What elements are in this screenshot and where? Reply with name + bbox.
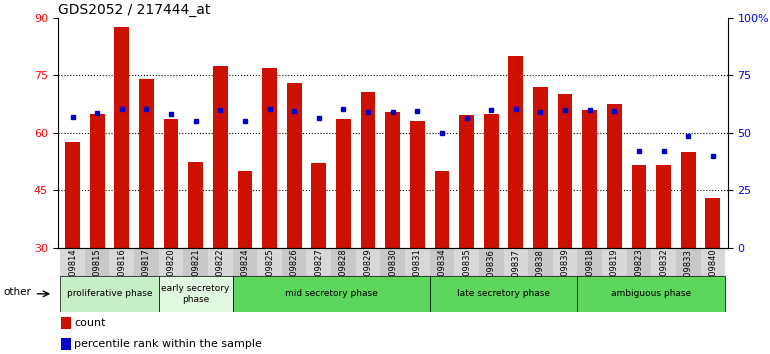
Bar <box>627 248 651 276</box>
Bar <box>286 83 302 248</box>
Bar <box>85 248 109 276</box>
Bar <box>582 110 597 248</box>
Bar <box>90 114 105 248</box>
Bar <box>189 161 203 248</box>
Text: GSM109830: GSM109830 <box>388 249 397 299</box>
Bar <box>183 248 208 276</box>
Bar <box>257 248 282 276</box>
Bar <box>705 198 720 248</box>
Text: GSM109825: GSM109825 <box>265 249 274 299</box>
Text: GSM109820: GSM109820 <box>166 249 176 299</box>
Bar <box>208 248 233 276</box>
Bar <box>115 27 129 248</box>
Bar <box>282 248 306 276</box>
Text: GSM109836: GSM109836 <box>487 249 496 299</box>
Bar <box>311 164 326 248</box>
Text: GSM109815: GSM109815 <box>92 249 102 299</box>
Text: GSM109819: GSM109819 <box>610 249 619 299</box>
Text: GSM109834: GSM109834 <box>437 249 447 299</box>
Text: GSM109817: GSM109817 <box>142 249 151 299</box>
Text: GDS2052 / 217444_at: GDS2052 / 217444_at <box>58 3 210 17</box>
Text: count: count <box>75 318 106 327</box>
Text: late secretory phase: late secretory phase <box>457 289 550 298</box>
Bar <box>651 248 676 276</box>
Bar <box>479 248 504 276</box>
Bar <box>459 115 474 248</box>
Text: GSM109828: GSM109828 <box>339 249 348 299</box>
Text: GSM109837: GSM109837 <box>511 249 521 299</box>
Bar <box>578 276 725 312</box>
Bar <box>159 248 183 276</box>
Bar <box>701 248 725 276</box>
Text: mid secretory phase: mid secretory phase <box>285 289 377 298</box>
Bar <box>306 248 331 276</box>
Text: GSM109822: GSM109822 <box>216 249 225 299</box>
Bar <box>508 56 524 248</box>
Bar <box>164 119 179 248</box>
Bar <box>213 65 228 248</box>
Text: GSM109832: GSM109832 <box>659 249 668 299</box>
Bar <box>430 248 454 276</box>
Bar <box>385 112 400 248</box>
Text: GSM109821: GSM109821 <box>191 249 200 299</box>
Bar <box>656 165 671 248</box>
Bar <box>109 248 134 276</box>
Bar <box>553 248 578 276</box>
Text: GSM109829: GSM109829 <box>363 249 373 299</box>
Bar <box>434 171 450 248</box>
Text: GSM109839: GSM109839 <box>561 249 570 299</box>
Bar <box>159 276 233 312</box>
Text: GSM109823: GSM109823 <box>634 249 644 299</box>
Bar <box>681 152 695 248</box>
Text: GSM109833: GSM109833 <box>684 249 693 299</box>
Text: GSM109827: GSM109827 <box>314 249 323 299</box>
Bar <box>454 248 479 276</box>
Text: GSM109838: GSM109838 <box>536 249 545 299</box>
Text: GSM109814: GSM109814 <box>68 249 77 299</box>
Text: GSM109824: GSM109824 <box>240 249 249 299</box>
Bar <box>631 165 646 248</box>
Text: proliferative phase: proliferative phase <box>67 289 152 298</box>
Bar <box>237 171 253 248</box>
Bar <box>578 248 602 276</box>
Bar <box>676 248 701 276</box>
Bar <box>410 121 425 248</box>
Bar <box>134 248 159 276</box>
Bar <box>557 95 572 248</box>
Bar <box>262 68 277 248</box>
Bar <box>61 338 71 350</box>
Bar <box>61 316 71 329</box>
Bar <box>607 104 621 248</box>
Bar <box>139 79 154 248</box>
Bar <box>336 119 351 248</box>
Text: early secretory
phase: early secretory phase <box>162 284 230 303</box>
Bar <box>504 248 528 276</box>
Bar <box>331 248 356 276</box>
Text: other: other <box>3 287 31 297</box>
Text: GSM109826: GSM109826 <box>290 249 299 299</box>
Bar <box>360 92 376 248</box>
Bar <box>430 276 578 312</box>
Text: GSM109816: GSM109816 <box>117 249 126 299</box>
Text: GSM109835: GSM109835 <box>462 249 471 299</box>
Text: GSM109840: GSM109840 <box>708 249 718 299</box>
Bar <box>233 276 430 312</box>
Bar <box>60 248 85 276</box>
Bar <box>602 248 627 276</box>
Bar <box>533 87 548 248</box>
Bar <box>528 248 553 276</box>
Bar <box>405 248 430 276</box>
Bar <box>484 114 499 248</box>
Bar <box>65 142 80 248</box>
Bar <box>380 248 405 276</box>
Text: percentile rank within the sample: percentile rank within the sample <box>75 339 263 349</box>
Text: ambiguous phase: ambiguous phase <box>611 289 691 298</box>
Bar <box>233 248 257 276</box>
Text: GSM109831: GSM109831 <box>413 249 422 299</box>
Bar <box>60 276 159 312</box>
Bar <box>356 248 380 276</box>
Text: GSM109818: GSM109818 <box>585 249 594 299</box>
